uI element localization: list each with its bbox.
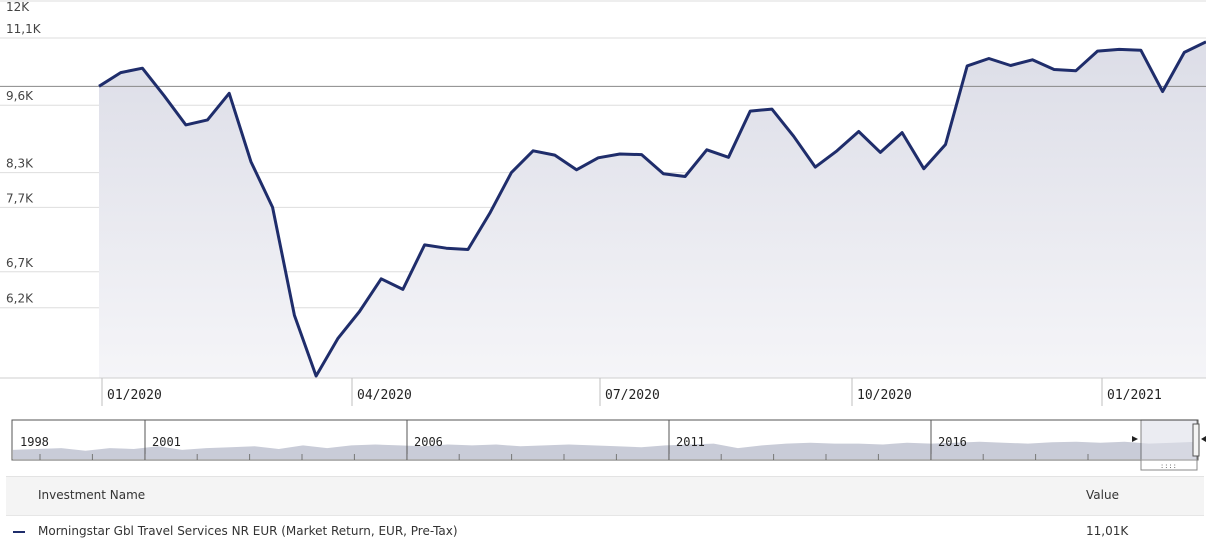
legend-series-value: 11,01K [1086,524,1129,538]
navigator-year-label: 2001 [152,435,181,449]
navigator-labels: 1998 2001 2006 2011 2016 [20,420,1089,460]
navigator-area [13,441,1197,459]
navigator-selection[interactable] [1140,419,1198,461]
x-tick-label: 01/2020 [107,388,162,403]
navigator-year-label: 2006 [414,435,443,449]
x-axis: 01/2020 04/2020 07/2020 10/2020 01/2021 [101,378,1162,406]
y-tick-label: 6,2K [6,292,34,306]
navigator-year-label: 1998 [20,435,49,449]
y-tick-label: 6,7K [6,256,34,270]
y-axis: 12K 11,1K 9,6K 8,3K 7,7K 6,7K 6,2K [6,0,42,306]
x-tick-label: 01/2021 [1107,388,1162,403]
svg-text:::::: :::: [1160,462,1177,470]
navigator-left-arrow-icon[interactable] [1201,436,1206,442]
series-line[interactable] [98,40,1206,378]
x-tick-label: 04/2020 [357,388,412,403]
navigator-right-arrow-icon[interactable] [1132,436,1138,442]
x-tick-label: 10/2020 [857,388,912,403]
y-tick-label: 12K [6,0,30,14]
y-tick-label: 11,1K [6,22,42,36]
legend-header: Investment Name Value [6,476,1204,515]
legend-series-name: Morningstar Gbl Travel Services NR EUR (… [38,524,458,538]
y-tick-label: 7,7K [6,191,34,205]
series-area [99,41,1206,379]
y-tick-label: 9,6K [6,89,34,103]
legend-row[interactable]: Morningstar Gbl Travel Services NR EUR (… [6,515,1204,548]
navigator-year-label: 2011 [676,435,705,449]
column-value: Value [1086,488,1119,502]
legend-table: Investment Name Value Morningstar Gbl Tr… [6,476,1204,546]
y-tick-label: 8,3K [6,157,34,171]
navigator-year-label: 2016 [938,435,967,449]
range-navigator[interactable]: 1998 2001 2006 2011 2016 :::: [11,419,1206,471]
navigator-handle[interactable] [1192,423,1200,457]
x-tick-label: 07/2020 [605,388,660,403]
chart: 12K 11,1K 9,6K 8,3K 7,7K 6,7K 6,2K 01/2020 04/2… [0,0,1206,471]
navigator-scroll-grip[interactable] [1140,459,1198,471]
column-investment-name: Investment Name [38,488,146,502]
series-swatch [13,531,25,533]
